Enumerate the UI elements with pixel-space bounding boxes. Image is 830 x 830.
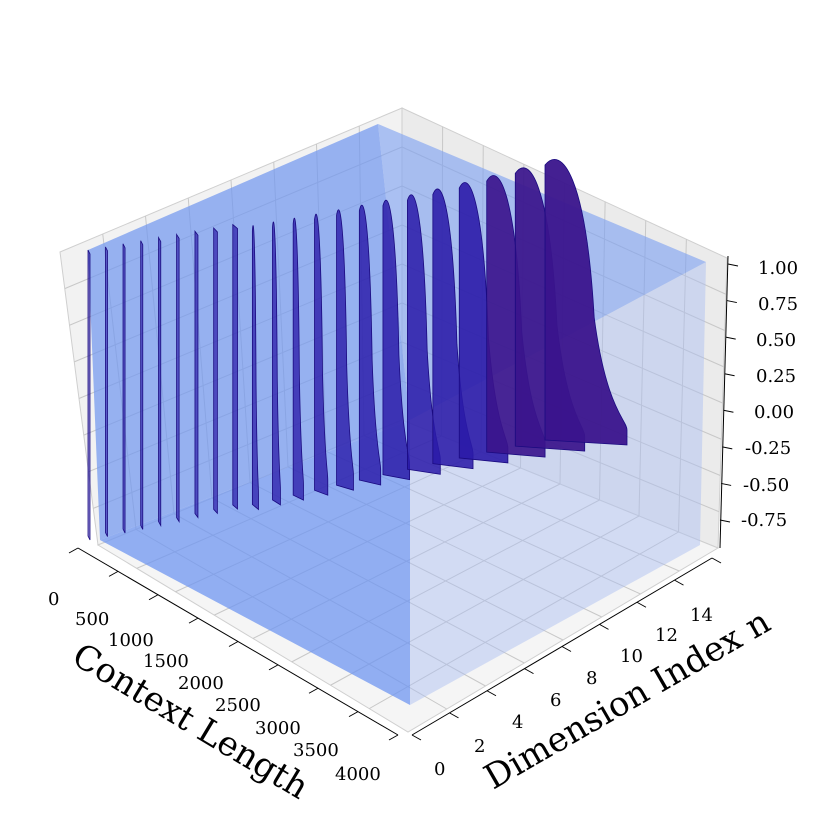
y-tick-label: 0 (434, 759, 445, 780)
wave-surface (292, 217, 304, 501)
wave-surface (314, 213, 329, 496)
wave-surface (232, 223, 238, 510)
y-tick-mark (449, 712, 459, 719)
y-tick-mark (486, 690, 497, 697)
wave-surface (176, 233, 180, 524)
x-tick-mark (188, 617, 199, 624)
wave-surface (122, 243, 126, 534)
z-tick-label: -0.50 (743, 475, 789, 496)
surface-plane-left (88, 124, 410, 540)
y-tick-mark (711, 557, 722, 564)
x-tick-mark (308, 687, 319, 694)
wave-surface (158, 236, 162, 528)
oscillation-surfaces (87, 159, 628, 541)
z-tick-mark (727, 263, 739, 267)
wave-surface (194, 230, 199, 519)
x-tick-label: 1000 (108, 630, 154, 651)
surface-plane-front (100, 420, 410, 705)
x-tick-label: 3500 (293, 740, 339, 761)
z-tick-label: 0.75 (758, 294, 798, 315)
tick-marks (68, 263, 739, 741)
x-tick-mark (68, 547, 79, 554)
z-tick-mark (721, 482, 732, 486)
wave-surface (105, 246, 108, 537)
y-tick-label: 8 (586, 668, 597, 689)
x-tick-label: 500 (75, 609, 109, 630)
z-tick-mark (726, 300, 737, 304)
y-tick-label: 12 (655, 625, 678, 646)
x-tick-label: 0 (48, 589, 59, 610)
x-tick-mark (148, 594, 159, 601)
y-tick-label: 10 (620, 646, 643, 667)
y-tick-label: 6 (550, 690, 561, 711)
z-tick-label: 0.25 (756, 366, 796, 387)
wave-surface (87, 249, 91, 541)
wave-surface (336, 209, 354, 491)
y-tick-mark (674, 579, 684, 586)
y-tick-mark (524, 668, 534, 675)
x-tick-mark (108, 570, 119, 577)
y-tick-mark (561, 646, 572, 652)
x-tick-label: 1500 (143, 651, 189, 672)
y-tick-label: 4 (512, 712, 523, 733)
y-tick-label: 2 (474, 736, 485, 757)
wave-surface (140, 240, 144, 530)
wave-surface (272, 221, 281, 506)
z-tick-mark (725, 336, 736, 340)
z-tick-label: -0.75 (741, 510, 787, 531)
wave-surface (213, 226, 218, 515)
x-tick-mark (228, 641, 239, 647)
z-tick-mark (723, 409, 734, 413)
wave-surface (544, 159, 628, 446)
grid-line (678, 239, 687, 533)
z-tick-label: 0.50 (756, 330, 796, 351)
x-tick-mark (348, 711, 359, 718)
z-tick-label: 0.00 (754, 402, 794, 423)
y-tick-mark (636, 601, 647, 608)
grid-line (369, 531, 679, 710)
x-tick-label: 3000 (255, 718, 301, 739)
surface-plane-right (410, 262, 706, 705)
x-tick-label: 2500 (215, 695, 261, 716)
x-tick-label: 4000 (335, 764, 381, 785)
x-tick-mark (388, 734, 399, 741)
z-axis-line (719, 255, 729, 549)
y-tick-mark (411, 734, 422, 741)
x-tick-label: 2000 (178, 673, 224, 694)
z-tick-mark (724, 373, 735, 377)
y-tick-label: 14 (690, 605, 713, 626)
z-tick-mark (722, 446, 733, 450)
y-tick-mark (599, 623, 609, 630)
z-tick-label: -0.25 (745, 438, 791, 459)
z-tick-mark (719, 519, 731, 523)
z-tick-label: 1.00 (758, 258, 798, 279)
wave-surface (358, 204, 382, 486)
x-tick-mark (268, 664, 279, 671)
wave-surface (251, 225, 259, 511)
